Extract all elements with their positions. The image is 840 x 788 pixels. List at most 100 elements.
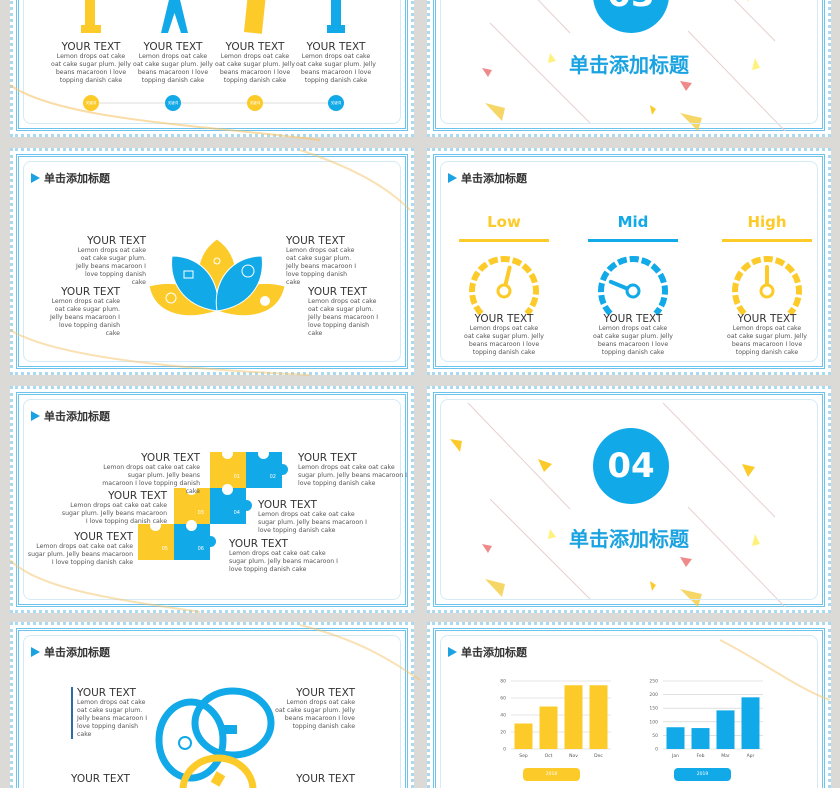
puzzle-knob <box>150 520 161 531</box>
dollar-coin-icon <box>241 264 255 278</box>
level-underline <box>459 239 549 242</box>
leaning-tower-of-pisa-icon <box>243 0 267 34</box>
item-body: Lemon drops oat cake oat cake sugar plum… <box>296 53 376 84</box>
ring-right <box>191 687 275 759</box>
landmark-item[interactable]: YOUR TEXT Lemon drops oat cake oat cake s… <box>51 41 131 85</box>
y-tick-label: 50 <box>652 733 658 739</box>
puzzle-knob <box>222 484 233 495</box>
petal-left-blue <box>171 255 219 312</box>
text-block-top-right[interactable]: YOUR TEXT Lemon drops oat cake oat cake s… <box>286 235 361 287</box>
gauge-icon <box>598 256 668 316</box>
puzzle-knob <box>186 520 197 531</box>
bar-charts: 0 20 40 60 80 Sep Oct Nov Dec 0 50 100 150 200 250 Jan F… <box>500 679 763 759</box>
timeline-dot[interactable]: 关键词 <box>328 95 344 111</box>
slide-landmarks[interactable]: YOUR TEXT Lemon drops oat cake oat cake s… <box>10 0 414 137</box>
puzzle-text-3[interactable]: YOUR TEXT Lemon drops oat cake oat cake s… <box>61 490 167 526</box>
x-tick-label: Sep <box>519 753 528 759</box>
puzzle-text-5[interactable]: YOUR TEXT Lemon drops oat cake oat cake s… <box>27 531 133 567</box>
play-triangle-icon <box>448 173 457 183</box>
slide-rings[interactable]: 单击添加标题 YOUR TEXT Lemon drops oat cake oat… <box>10 622 414 788</box>
gauge-arc <box>732 256 802 316</box>
rings-text-top-left[interactable]: YOUR TEXT Lemon drops oat cake oat cake s… <box>71 687 151 739</box>
devices-icon <box>183 270 194 279</box>
bar-apr <box>741 697 760 749</box>
section-title[interactable]: 单击添加标题 <box>569 53 689 77</box>
puzzle-text-2[interactable]: YOUR TEXT Lemon drops oat cake oat cake s… <box>298 452 408 488</box>
bar-mar <box>716 710 735 749</box>
gauge-arc <box>469 256 539 316</box>
landmark-item[interactable]: YOUR TEXT Lemon drops oat cake oat cake s… <box>296 41 376 85</box>
play-triangle-icon <box>31 647 40 657</box>
gauge-icon <box>469 256 539 316</box>
tag-icon <box>210 771 226 787</box>
puzzle-text-1[interactable]: YOUR TEXT Lemon drops oat cake oat cake s… <box>95 452 200 496</box>
slide-section-04[interactable]: 04 单击添加标题 <box>427 386 831 613</box>
gauge-hub <box>625 283 641 299</box>
slide-charts[interactable]: 单击添加标题 0 20 40 60 80 Sep Oct Nov Dec 0 50 100 150 200… <box>427 622 831 788</box>
timeline-dot[interactable]: 关键词 <box>247 95 263 111</box>
x-tick-label: Apr <box>747 753 755 759</box>
play-triangle-icon <box>31 173 40 183</box>
ring-bottom <box>179 754 257 788</box>
rings-text-bottom-left[interactable]: YOUR TEXT <box>71 773 151 785</box>
big-ben-icon <box>327 0 345 33</box>
landmark-item[interactable]: YOUR TEXT Lemon drops oat cake oat cake s… <box>215 41 295 85</box>
item-body: Lemon drops oat cake oat cake sugar plum… <box>61 502 167 525</box>
item-body: Lemon drops oat cake oat cake sugar plum… <box>27 543 133 566</box>
landmark-item[interactable]: YOUR TEXT Lemon drops oat cake oat cake s… <box>133 41 213 85</box>
item-body: Lemon drops oat cake oat cake sugar plum… <box>258 511 367 534</box>
item-title: YOUR TEXT <box>603 313 663 325</box>
item-title: YOUR TEXT <box>306 41 366 53</box>
timeline-dot[interactable]: 关键词 <box>83 95 99 111</box>
bar-nov <box>564 685 583 749</box>
item-body: Lemon drops oat cake oat cake sugar plum… <box>51 53 131 84</box>
slide-heading[interactable]: 单击添加标题 <box>31 170 110 186</box>
slide-section-03[interactable]: 03 单击添加标题 <box>427 0 831 137</box>
gauge-text-low[interactable]: YOUR TEXT Lemon drops oat cake oat cake s… <box>464 313 544 357</box>
item-title: YOUR TEXT <box>286 235 345 247</box>
puzzle-knob <box>222 448 233 459</box>
x-tick-label: Oct <box>545 753 553 759</box>
gauge-hub <box>496 283 512 299</box>
item-body: Lemon drops oat cake oat cake sugar plum… <box>229 550 338 573</box>
item-body: Lemon drops oat cake oat cake sugar plum… <box>215 53 295 84</box>
slide-heading-text: 单击添加标题 <box>461 172 527 185</box>
text-block-top-left[interactable]: YOUR TEXT Lemon drops oat cake oat cake s… <box>71 235 146 287</box>
puzzle-text-6[interactable]: YOUR TEXT Lemon drops oat cake oat cake s… <box>229 538 339 574</box>
chart-legend-2019[interactable]: 2019 <box>674 768 731 781</box>
item-title: YOUR TEXT <box>61 41 121 53</box>
slide-heading[interactable]: 单击添加标题 <box>31 408 110 424</box>
slide-heading[interactable]: 单击添加标题 <box>31 644 110 660</box>
text-block-bottom-right[interactable]: YOUR TEXT Lemon drops oat cake oat cake s… <box>308 286 383 338</box>
slide-heading[interactable]: 单击添加标题 <box>448 644 527 660</box>
item-body: Lemon drops oat cake oat cake sugar plum… <box>77 699 148 738</box>
timeline-dot[interactable]: 关键词 <box>165 95 181 111</box>
y-tick-label: 0 <box>503 747 506 753</box>
y-tick-label: 0 <box>655 747 658 753</box>
play-triangle-icon <box>448 647 457 657</box>
text-block-bottom-left[interactable]: YOUR TEXT Lemon drops oat cake oat cake s… <box>45 286 120 338</box>
item-title: YOUR TEXT <box>474 313 534 325</box>
slide-heading-text: 单击添加标题 <box>461 646 527 659</box>
puzzle-knob <box>205 536 216 547</box>
slide-puzzle[interactable]: 单击添加标题 01 02 03 04 05 06 YOUR TEXT Lemon drops… <box>10 386 414 613</box>
section-title[interactable]: 单击添加标题 <box>569 527 689 551</box>
rings-text-bottom-right[interactable]: YOUR TEXT <box>275 773 355 785</box>
puzzle-knob <box>241 500 252 511</box>
y-tick-label: 80 <box>500 679 506 685</box>
slide-lotus[interactable]: 单击添加标题 YOUR TEXT Lemon drops oat cake oat… <box>10 148 414 375</box>
rings-text-top-right[interactable]: YOUR TEXT Lemon drops oat cake oat cake s… <box>275 687 355 731</box>
slide-heading[interactable]: 单击添加标题 <box>448 170 527 186</box>
ring-left <box>155 698 227 782</box>
slide-gauges[interactable]: 单击添加标题 Low YOUR TEXT Lemon drops oat cake … <box>427 148 831 375</box>
puzzle-text-4[interactable]: YOUR TEXT Lemon drops oat cake oat cake s… <box>258 499 368 535</box>
gauge-hub <box>759 283 775 299</box>
confetti-decoration <box>482 0 786 132</box>
item-title: YOUR TEXT <box>298 452 357 464</box>
money-stack-icon <box>178 736 192 750</box>
gauge-text-mid[interactable]: YOUR TEXT Lemon drops oat cake oat cake s… <box>593 313 673 357</box>
chart-legend-2018[interactable]: 2018 <box>523 768 580 781</box>
level-label-high: High <box>747 213 787 231</box>
gauge-text-high[interactable]: YOUR TEXT Lemon drops oat cake oat cake s… <box>727 313 807 357</box>
